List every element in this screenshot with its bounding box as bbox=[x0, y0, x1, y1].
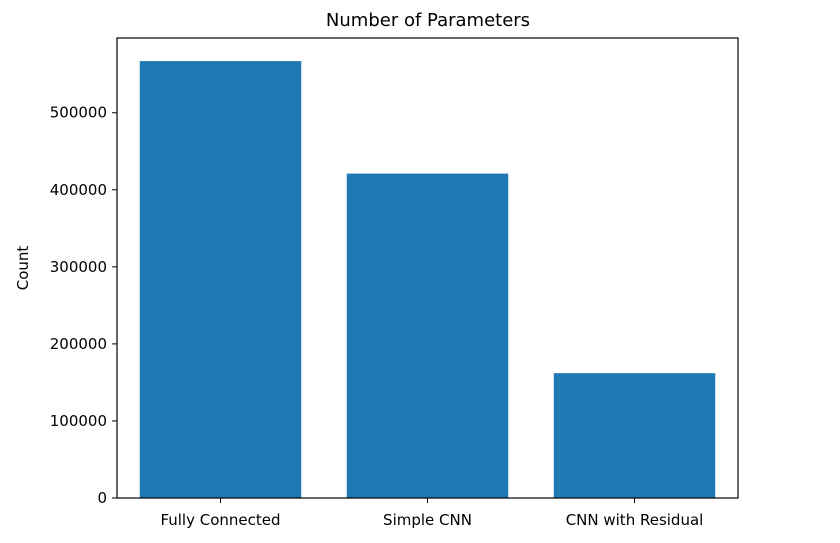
x-axis-ticks: Fully Connected Simple CNN CNN with Residu… bbox=[160, 498, 703, 529]
y-tick-label: 500000 bbox=[50, 104, 107, 122]
y-tick-label: 200000 bbox=[50, 335, 107, 353]
y-tick-label: 100000 bbox=[50, 412, 107, 430]
y-tick-label: 400000 bbox=[50, 181, 107, 199]
x-tick-label: CNN with Residual bbox=[566, 511, 704, 529]
x-tick-label: Simple CNN bbox=[383, 511, 472, 529]
x-tick-label: Fully Connected bbox=[160, 511, 280, 529]
y-axis-ticks: 0 100000 200000 300000 400000 500000 bbox=[50, 104, 117, 507]
bar-simple-cnn bbox=[346, 173, 509, 498]
bar-fully-connected bbox=[139, 61, 302, 499]
y-axis-label: Count bbox=[14, 246, 32, 291]
plot-frame bbox=[116, 37, 739, 499]
y-tick-label: 300000 bbox=[50, 258, 107, 276]
bar-cnn-with-residual bbox=[553, 373, 716, 498]
chart-title: Number of Parameters bbox=[326, 10, 530, 31]
bars-group bbox=[139, 61, 716, 499]
y-tick-label: 0 bbox=[97, 489, 107, 507]
